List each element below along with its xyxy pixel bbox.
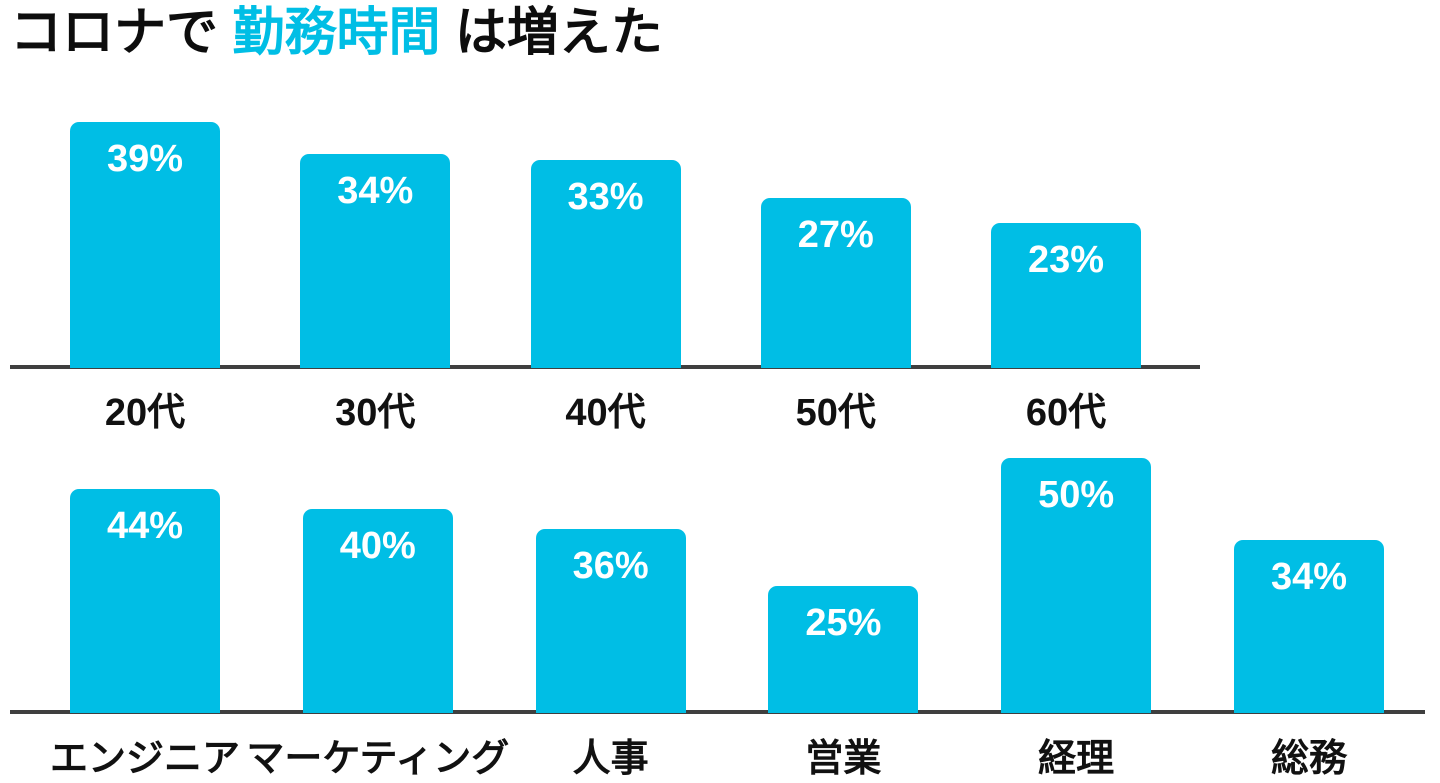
category-label: 60代 — [1025, 392, 1107, 434]
by-age-bar-1: 34% — [300, 153, 451, 368]
category-label: 20代 — [104, 392, 186, 434]
bar-value-label: 33% — [567, 176, 644, 219]
by-department-bar-4: 50% — [1001, 458, 1152, 713]
category-label: 50代 — [795, 392, 876, 434]
bar-value-label: 50% — [1038, 474, 1115, 516]
by-age-bar-0: 39% — [70, 122, 220, 368]
by-department-bar-5: 34% — [1234, 539, 1384, 713]
by-age-bar-2: 33% — [530, 160, 681, 368]
title-prefix: コロナで — [10, 4, 233, 62]
by-age-bar-4: 23% — [991, 223, 1141, 368]
by-department-bar-2: 36% — [535, 529, 686, 713]
category-label: マーケティング — [246, 738, 510, 780]
title-highlight: 勤務時間 — [232, 4, 441, 62]
chart-title: コロナで 勤務時間 は増えた — [10, 0, 663, 66]
bar-value-label: 34% — [1270, 555, 1348, 598]
bar-value-label: 27% — [797, 213, 874, 256]
by-age-bar-3: 27% — [760, 197, 911, 368]
category-label: 総務 — [1270, 738, 1348, 780]
category-label: 40代 — [565, 392, 646, 434]
bar-value-label: 23% — [1027, 239, 1105, 282]
category-label: 人事 — [572, 738, 649, 780]
bar-value-label: 25% — [805, 601, 882, 644]
x-axis-line — [10, 710, 1425, 714]
bar-value-label: 40% — [339, 525, 416, 567]
by-department-bar-0: 44% — [70, 488, 220, 713]
title-suffix: は増えた — [440, 4, 663, 62]
bar-value-label: 36% — [572, 545, 649, 588]
bar-value-label: 39% — [106, 138, 184, 181]
by-department-bar-1: 40% — [302, 509, 453, 713]
bar-value-label: 34% — [337, 169, 414, 212]
category-label: 30代 — [335, 392, 416, 434]
by-department-bar-3: 25% — [768, 585, 919, 713]
bar-value-label: 44% — [106, 504, 184, 547]
category-label: 経理 — [1038, 738, 1115, 780]
category-label: 営業 — [805, 738, 882, 780]
category-label: エンジニア — [49, 738, 241, 780]
